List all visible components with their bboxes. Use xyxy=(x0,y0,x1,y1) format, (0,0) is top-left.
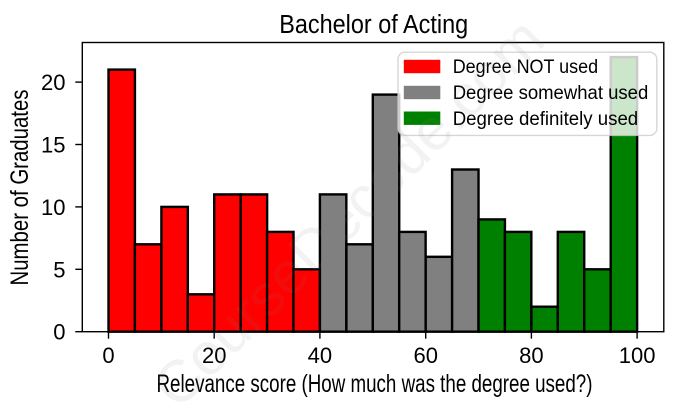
svg-text:20: 20 xyxy=(202,343,226,368)
svg-text:80: 80 xyxy=(519,343,543,368)
svg-text:Degree NOT used: Degree NOT used xyxy=(453,57,598,78)
svg-text:40: 40 xyxy=(308,343,332,368)
svg-text:100: 100 xyxy=(619,343,656,368)
svg-text:Bachelor of Acting: Bachelor of Acting xyxy=(279,11,468,39)
svg-text:Degree definitely used: Degree definitely used xyxy=(453,109,639,130)
svg-text:15: 15 xyxy=(41,133,65,158)
svg-text:0: 0 xyxy=(53,320,65,345)
svg-text:5: 5 xyxy=(53,257,65,282)
svg-text:0: 0 xyxy=(102,343,114,368)
svg-text:Degree somewhat used: Degree somewhat used xyxy=(453,83,649,104)
svg-text:60: 60 xyxy=(413,343,437,368)
svg-text:Relevance score (How much was: Relevance score (How much was the degree… xyxy=(157,370,593,398)
svg-text:Number of Graduates: Number of Graduates xyxy=(6,90,34,286)
svg-text:20: 20 xyxy=(41,70,65,95)
svg-text:10: 10 xyxy=(41,195,65,220)
